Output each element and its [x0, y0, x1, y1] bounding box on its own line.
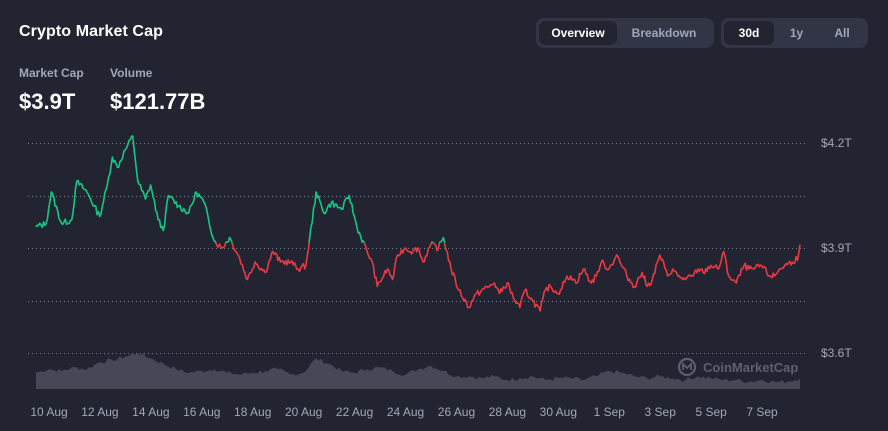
- coinmarketcap-logo-icon: [677, 357, 697, 377]
- x-tick-label: 16 Aug: [183, 405, 220, 419]
- x-axis-labels: 10 Aug 12 Aug 14 Aug 16 Aug 18 Aug 20 Aug 22 A…: [30, 405, 778, 419]
- x-tick-label: 12 Aug: [81, 405, 118, 419]
- x-tick-label: 26 Aug: [438, 405, 475, 419]
- y-tick-label: $4.2T: [821, 136, 852, 150]
- range-1y[interactable]: 1y: [789, 26, 804, 40]
- line-segment-below: [215, 242, 227, 249]
- x-tick-label: 18 Aug: [234, 405, 271, 419]
- x-tick-label: 28 Aug: [489, 405, 526, 419]
- line-segment-below: [432, 242, 441, 252]
- x-tick-label: 20 Aug: [285, 405, 322, 419]
- watermark: CoinMarketCap: [677, 357, 798, 377]
- y-axis-labels: $4.2T $3.9T $3.6T: [821, 136, 852, 360]
- x-tick-label: 5 Sep: [695, 405, 727, 419]
- range-30d[interactable]: 30d: [724, 21, 774, 45]
- y-tick-label: $3.6T: [821, 346, 852, 360]
- line-segment-above: [35, 135, 217, 244]
- x-tick-label: 10 Aug: [30, 405, 67, 419]
- line-segment-below: [231, 242, 310, 281]
- y-tick-label: $3.9T: [821, 241, 852, 255]
- line-segment-below: [363, 242, 433, 288]
- range-all[interactable]: All: [834, 26, 850, 40]
- volume-label: Volume: [110, 66, 153, 80]
- market-cap-value: $3.9T: [19, 89, 76, 114]
- volume-area: [36, 353, 800, 389]
- range-toggle: 30d 1y All: [721, 18, 868, 48]
- line-segment-below: [443, 242, 801, 312]
- x-tick-label: 14 Aug: [132, 405, 169, 419]
- line-segment-above: [438, 236, 446, 243]
- x-tick-label: 7 Sep: [746, 405, 778, 419]
- view-toggle: Overview Breakdown: [536, 18, 714, 48]
- watermark-text: CoinMarketCap: [703, 360, 798, 375]
- line-segment-above: [308, 191, 366, 244]
- market-cap-label: Market Cap: [19, 66, 84, 80]
- volume-value: $121.77B: [110, 89, 206, 114]
- volume-area-path: [36, 353, 800, 389]
- x-tick-label: 24 Aug: [387, 405, 424, 419]
- x-tick-label: 3 Sep: [645, 405, 677, 419]
- x-tick-label: 1 Sep: [594, 405, 626, 419]
- price-line: [35, 135, 801, 312]
- line-segment-above: [430, 241, 434, 244]
- line-segment-above: [224, 236, 233, 244]
- x-tick-label: 30 Aug: [540, 405, 577, 419]
- tab-breakdown[interactable]: Breakdown: [631, 26, 697, 40]
- page-title: Crypto Market Cap: [19, 23, 163, 40]
- x-tick-label: 22 Aug: [336, 405, 373, 419]
- tab-overview[interactable]: Overview: [539, 21, 617, 45]
